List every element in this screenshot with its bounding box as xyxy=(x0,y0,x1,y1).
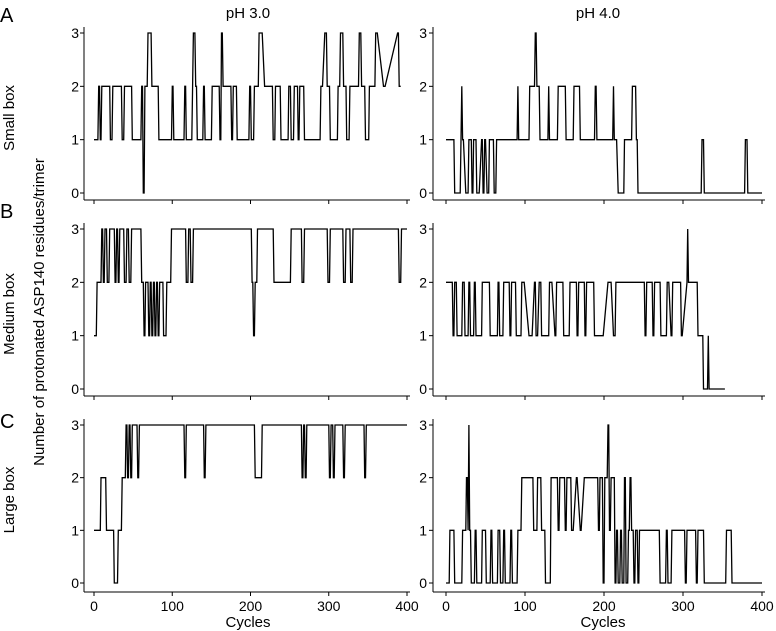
y-tick-label: 1 xyxy=(419,132,427,148)
panel-large-ph3: 0 1 2 3 0 100 200 300 400 xyxy=(71,417,419,614)
x-tick-label: 200 xyxy=(239,598,263,614)
x-tick-label: 200 xyxy=(592,598,616,614)
row-title-small-box: Small box xyxy=(1,85,18,151)
x-tick-label: 400 xyxy=(395,598,419,614)
column-title-ph3: pH 3.0 xyxy=(226,5,270,22)
y-tick-label: 0 xyxy=(71,381,79,397)
y-tick-label: 2 xyxy=(419,470,427,486)
x-tick-label: 0 xyxy=(90,598,98,614)
y-tick-label: 0 xyxy=(71,575,79,591)
y-tick-label: 1 xyxy=(71,328,79,344)
y-tick-label: 3 xyxy=(71,417,79,433)
panel-letter-c: C xyxy=(0,411,14,433)
series-line xyxy=(446,424,762,584)
row-title-medium-box: Medium box xyxy=(1,273,18,355)
x-tick-label: 300 xyxy=(317,598,341,614)
panel-letter-a: A xyxy=(0,5,14,27)
x-tick-label: 100 xyxy=(161,598,185,614)
y-tick-label: 2 xyxy=(419,274,427,290)
y-tick-label: 0 xyxy=(419,575,427,591)
panel-letter-b: B xyxy=(0,201,13,223)
y-tick-label: 3 xyxy=(419,25,427,41)
x-tick-label: 300 xyxy=(671,598,695,614)
x-tick-label: 400 xyxy=(750,598,774,614)
y-tick-label: 3 xyxy=(419,417,427,433)
y-tick-label: 0 xyxy=(419,381,427,397)
series-line xyxy=(446,32,762,194)
x-tick-label: 100 xyxy=(513,598,537,614)
y-tick-label: 3 xyxy=(419,221,427,237)
x-axis-label-right: Cycles xyxy=(580,614,625,631)
y-tick-label: 1 xyxy=(71,522,79,538)
row-title-large-box: Large box xyxy=(1,466,18,533)
y-tick-label: 2 xyxy=(419,78,427,94)
series-line xyxy=(94,32,401,194)
series-line xyxy=(94,228,407,337)
series-line xyxy=(446,228,725,390)
y-tick-label: 0 xyxy=(419,185,427,201)
panel-large-ph4: 0 1 2 3 0 100 200 300 400 xyxy=(419,417,774,614)
y-axis-label: Number of protonated ASP140 residues/tri… xyxy=(31,158,48,466)
x-axis-label-left: Cycles xyxy=(225,614,270,631)
panel-small-ph4: 0 1 2 3 xyxy=(419,25,765,204)
x-tick-label: 0 xyxy=(442,598,450,614)
series-line xyxy=(94,424,407,584)
y-tick-label: 3 xyxy=(71,25,79,41)
column-title-ph4: pH 4.0 xyxy=(576,5,620,22)
y-tick-label: 2 xyxy=(71,274,79,290)
y-tick-label: 0 xyxy=(71,185,79,201)
y-tick-label: 1 xyxy=(71,132,79,148)
y-tick-label: 2 xyxy=(71,470,79,486)
y-tick-label: 2 xyxy=(71,78,79,94)
y-tick-label: 3 xyxy=(71,221,79,237)
y-tick-label: 1 xyxy=(419,328,427,344)
panel-small-ph3: 0 1 2 3 xyxy=(71,25,410,204)
panel-medium-ph4: 0 1 2 3 xyxy=(419,221,765,400)
panel-medium-ph3: 0 1 2 3 xyxy=(71,221,410,400)
y-tick-label: 1 xyxy=(419,522,427,538)
